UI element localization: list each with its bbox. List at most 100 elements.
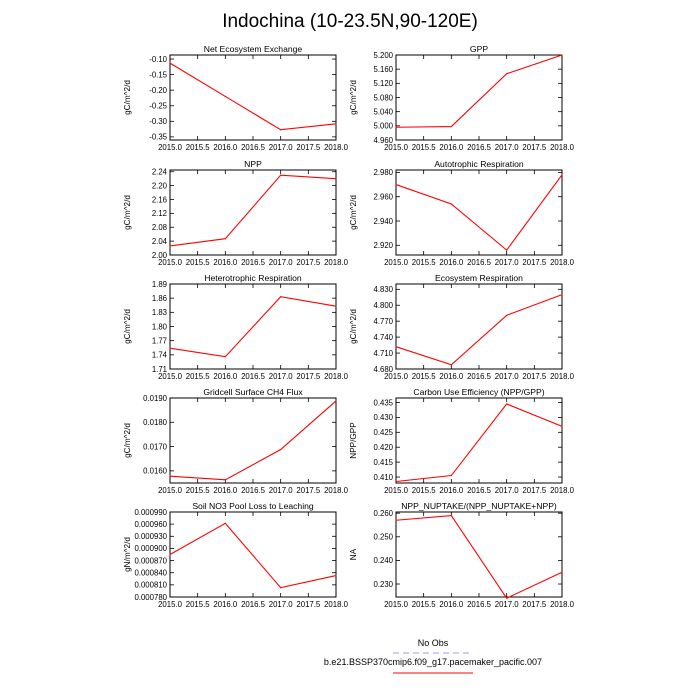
y-tick-label: -0.20 — [149, 86, 167, 95]
y-tick-label: 4.740 — [373, 333, 393, 342]
panel-title: Ecosystem Respiration — [435, 273, 523, 283]
x-tick-label: 2016.5 — [467, 143, 492, 152]
series-line — [169, 400, 337, 481]
data-point — [561, 425, 563, 427]
y-tick-label: 2.08 — [152, 223, 167, 232]
y-axis-label: NA — [349, 548, 358, 560]
data-point — [169, 553, 171, 556]
y-tick-label: -0.10 — [149, 55, 167, 64]
x-tick-label: 2015.5 — [186, 372, 211, 381]
x-tick-label: 2016.0 — [439, 600, 464, 609]
y-tick-label: 0.240 — [373, 556, 393, 565]
x-tick-label: 2017.5 — [522, 258, 547, 267]
x-tick-label: 2015.0 — [384, 258, 409, 267]
y-axis-label: gC/m^2/d — [123, 309, 132, 344]
x-tick-label: 2016.5 — [467, 486, 492, 495]
x-tick-label: 2016.0 — [213, 143, 238, 152]
y-tick-label: -0.25 — [149, 102, 167, 111]
series-line — [395, 294, 563, 366]
x-tick-label: 2017.0 — [269, 372, 294, 381]
x-tick-label: 2016.5 — [467, 258, 492, 267]
x-tick-label: 2017.5 — [296, 486, 321, 495]
series-line — [395, 174, 563, 251]
x-tick-label: 2015.0 — [158, 600, 183, 609]
data-point — [335, 123, 337, 125]
x-tick-label: 2016.5 — [241, 143, 266, 152]
y-tick-label: 0.000930 — [134, 532, 167, 541]
series-line — [169, 522, 337, 589]
x-tick-label: 2015.0 — [384, 486, 409, 495]
x-tick-label: 2016.0 — [439, 486, 464, 495]
data-point — [506, 73, 508, 75]
y-tick-label: 2.940 — [373, 217, 393, 226]
x-tick-label: 2016.5 — [241, 258, 266, 267]
y-tick-label: 1.74 — [152, 351, 168, 360]
x-tick-label: 2016.5 — [241, 486, 266, 495]
x-tick-label: 2016.0 — [439, 143, 464, 152]
y-tick-label: 0.425 — [373, 428, 393, 437]
y-axis-label: gN/m^2/d — [123, 537, 132, 572]
y-tick-label: 5.000 — [373, 122, 393, 131]
legend-obs-label: No Obs — [418, 638, 449, 648]
x-tick-label: 2016.0 — [213, 486, 238, 495]
x-tick-label: 2017.5 — [522, 600, 547, 609]
data-point — [450, 514, 452, 517]
data-point — [169, 245, 171, 247]
y-tick-label: 0.230 — [373, 580, 393, 589]
data-point — [335, 400, 337, 402]
x-tick-label: 2017.5 — [296, 258, 321, 267]
x-tick-label: 2016.5 — [467, 372, 492, 381]
y-tick-label: 4.770 — [373, 317, 393, 326]
data-point — [335, 178, 337, 180]
y-tick-label: 0.000840 — [134, 569, 167, 578]
y-tick-label: 5.040 — [373, 107, 393, 116]
y-axis-label: gC/m^2/d — [123, 80, 132, 115]
data-point — [561, 174, 563, 176]
x-tick-label: 2015.0 — [384, 372, 409, 381]
y-tick-label: 0.420 — [373, 443, 393, 452]
x-tick-label: 2015.5 — [186, 600, 211, 609]
data-point — [395, 519, 397, 521]
panel-title: Autotrophic Respiration — [434, 159, 524, 169]
x-tick-label: 2015.0 — [384, 600, 409, 609]
data-point — [395, 126, 397, 128]
y-tick-label: -0.15 — [149, 70, 167, 79]
y-tick-label: 0.0180 — [143, 418, 168, 427]
panel-title: GPP — [470, 44, 488, 54]
x-tick-label: 2015.5 — [186, 143, 211, 152]
y-tick-label: 0.250 — [373, 533, 393, 542]
y-axis-label: gC/m^2/d — [349, 195, 358, 230]
x-tick-label: 2018.0 — [550, 372, 575, 381]
data-point — [450, 203, 452, 205]
y-tick-label: 2.00 — [152, 251, 168, 260]
y-tick-label: 2.04 — [152, 237, 168, 246]
panel-1: Net Ecosystem Exchange 2015.0 2015.5 2016.0… — [123, 44, 349, 152]
plot-frame — [169, 511, 337, 598]
y-tick-label: 0.0160 — [143, 467, 168, 476]
x-tick-label: 2016.5 — [241, 372, 266, 381]
y-tick-label: 1.83 — [152, 308, 167, 317]
y-tick-label: 2.24 — [152, 168, 168, 177]
y-tick-label: 1.86 — [152, 294, 167, 303]
x-tick-label: 2017.0 — [269, 143, 294, 152]
y-axis-label: gC/m^2/d — [349, 80, 358, 115]
y-tick-label: 0.000960 — [134, 520, 167, 529]
x-tick-label: 2017.5 — [522, 486, 547, 495]
y-tick-label: 4.710 — [373, 349, 393, 358]
x-tick-label: 2015.5 — [186, 486, 211, 495]
x-tick-label: 2016.0 — [213, 258, 238, 267]
x-tick-label: 2018.0 — [324, 600, 349, 609]
data-point — [280, 174, 282, 176]
y-tick-label: 2.980 — [373, 168, 393, 177]
data-point — [450, 125, 452, 128]
legend-model-label: b.e21.BSSP370cmip6.f09_g17.pacemaker_pac… — [324, 657, 542, 667]
panel-9: Soil NO3 Pool Loss to Leaching 2015.0 2015… — [123, 501, 349, 609]
plot-frame — [169, 397, 337, 484]
data-point — [335, 305, 337, 307]
plot-frame — [395, 283, 563, 370]
x-tick-label: 2017.0 — [269, 258, 294, 267]
